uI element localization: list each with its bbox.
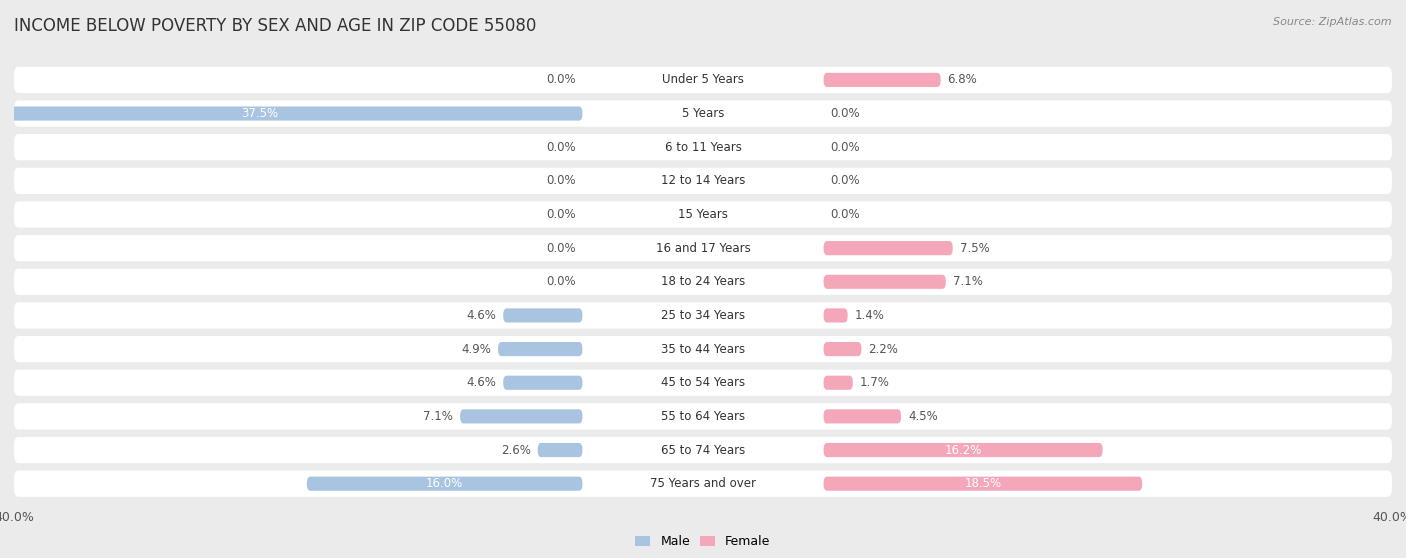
FancyBboxPatch shape xyxy=(0,107,582,121)
FancyBboxPatch shape xyxy=(824,241,953,255)
Text: 4.6%: 4.6% xyxy=(467,376,496,389)
Text: 4.6%: 4.6% xyxy=(467,309,496,322)
FancyBboxPatch shape xyxy=(307,477,582,490)
Text: 7.1%: 7.1% xyxy=(953,275,983,288)
FancyBboxPatch shape xyxy=(14,201,1392,228)
Text: 1.4%: 1.4% xyxy=(855,309,884,322)
Text: 75 Years and over: 75 Years and over xyxy=(650,477,756,490)
Text: 25 to 34 Years: 25 to 34 Years xyxy=(661,309,745,322)
Text: 0.0%: 0.0% xyxy=(546,242,575,254)
Text: 1.7%: 1.7% xyxy=(859,376,890,389)
Text: 6.8%: 6.8% xyxy=(948,74,977,86)
FancyBboxPatch shape xyxy=(537,443,582,457)
FancyBboxPatch shape xyxy=(498,342,582,356)
FancyBboxPatch shape xyxy=(824,477,1142,490)
Text: 55 to 64 Years: 55 to 64 Years xyxy=(661,410,745,423)
Text: 0.0%: 0.0% xyxy=(831,208,860,221)
FancyBboxPatch shape xyxy=(14,437,1392,463)
FancyBboxPatch shape xyxy=(824,443,1102,457)
FancyBboxPatch shape xyxy=(14,403,1392,430)
FancyBboxPatch shape xyxy=(824,410,901,424)
Text: Source: ZipAtlas.com: Source: ZipAtlas.com xyxy=(1274,17,1392,27)
FancyBboxPatch shape xyxy=(824,309,848,323)
FancyBboxPatch shape xyxy=(14,134,1392,160)
FancyBboxPatch shape xyxy=(14,268,1392,295)
FancyBboxPatch shape xyxy=(14,302,1392,329)
Text: 0.0%: 0.0% xyxy=(546,141,575,153)
Text: 15 Years: 15 Years xyxy=(678,208,728,221)
FancyBboxPatch shape xyxy=(14,100,1392,127)
FancyBboxPatch shape xyxy=(14,168,1392,194)
Text: 0.0%: 0.0% xyxy=(831,174,860,187)
Text: 0.0%: 0.0% xyxy=(546,208,575,221)
FancyBboxPatch shape xyxy=(14,336,1392,362)
FancyBboxPatch shape xyxy=(14,369,1392,396)
Text: 0.0%: 0.0% xyxy=(546,74,575,86)
FancyBboxPatch shape xyxy=(503,376,582,390)
Text: 0.0%: 0.0% xyxy=(831,141,860,153)
Text: 35 to 44 Years: 35 to 44 Years xyxy=(661,343,745,355)
Text: 7.1%: 7.1% xyxy=(423,410,453,423)
Text: 6 to 11 Years: 6 to 11 Years xyxy=(665,141,741,153)
Text: 4.5%: 4.5% xyxy=(908,410,938,423)
Legend: Male, Female: Male, Female xyxy=(630,530,776,553)
Text: 65 to 74 Years: 65 to 74 Years xyxy=(661,444,745,456)
FancyBboxPatch shape xyxy=(503,309,582,323)
FancyBboxPatch shape xyxy=(824,376,853,390)
Text: 18.5%: 18.5% xyxy=(965,477,1001,490)
Text: 12 to 14 Years: 12 to 14 Years xyxy=(661,174,745,187)
Text: 45 to 54 Years: 45 to 54 Years xyxy=(661,376,745,389)
Text: 0.0%: 0.0% xyxy=(546,174,575,187)
FancyBboxPatch shape xyxy=(14,235,1392,261)
Text: 2.6%: 2.6% xyxy=(501,444,531,456)
Text: 37.5%: 37.5% xyxy=(240,107,278,120)
Text: 16.2%: 16.2% xyxy=(945,444,981,456)
FancyBboxPatch shape xyxy=(14,67,1392,93)
FancyBboxPatch shape xyxy=(824,275,946,289)
Text: 5 Years: 5 Years xyxy=(682,107,724,120)
Text: 18 to 24 Years: 18 to 24 Years xyxy=(661,275,745,288)
FancyBboxPatch shape xyxy=(14,470,1392,497)
Text: INCOME BELOW POVERTY BY SEX AND AGE IN ZIP CODE 55080: INCOME BELOW POVERTY BY SEX AND AGE IN Z… xyxy=(14,17,537,35)
Text: 0.0%: 0.0% xyxy=(831,107,860,120)
Text: 0.0%: 0.0% xyxy=(546,275,575,288)
FancyBboxPatch shape xyxy=(460,410,582,424)
Text: 2.2%: 2.2% xyxy=(869,343,898,355)
FancyBboxPatch shape xyxy=(824,342,862,356)
Text: 16 and 17 Years: 16 and 17 Years xyxy=(655,242,751,254)
Text: 7.5%: 7.5% xyxy=(960,242,990,254)
FancyBboxPatch shape xyxy=(824,73,941,87)
Text: Under 5 Years: Under 5 Years xyxy=(662,74,744,86)
Text: 4.9%: 4.9% xyxy=(461,343,491,355)
Text: 16.0%: 16.0% xyxy=(426,477,463,490)
